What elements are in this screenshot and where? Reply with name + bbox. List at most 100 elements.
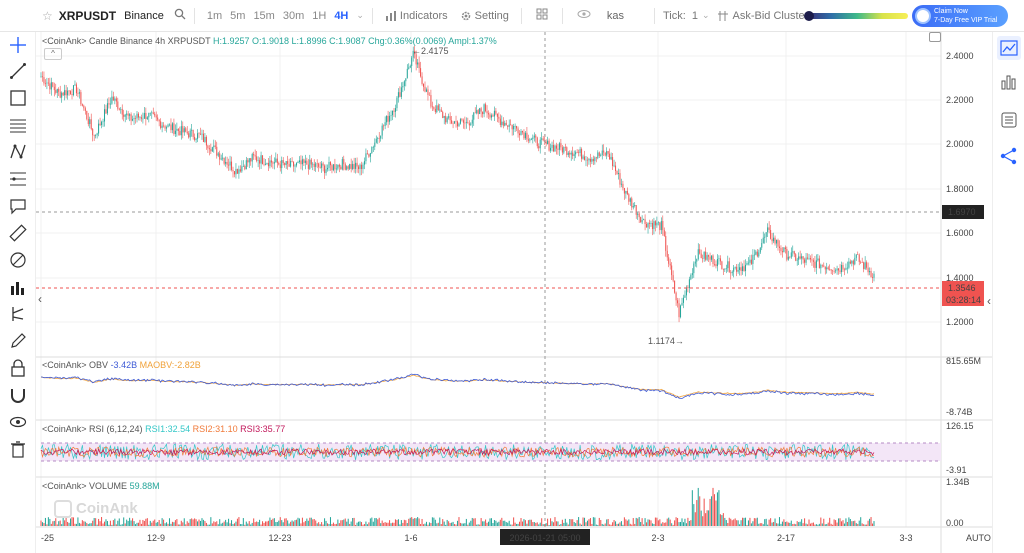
- favorite-star-icon[interactable]: ☆: [42, 8, 53, 23]
- volume-bar: [539, 522, 541, 526]
- ask-bid-cluster-button[interactable]: Ask-Bid Cluster: [717, 10, 808, 22]
- candle-body: [272, 162, 274, 164]
- scroll-left-arrow[interactable]: ‹: [38, 292, 42, 306]
- toolbar-divider: [520, 7, 522, 24]
- lock-icon[interactable]: [9, 359, 27, 377]
- eye-icon[interactable]: [577, 8, 591, 23]
- volume-axis-label: 0.00: [946, 518, 964, 528]
- magnet-icon[interactable]: [9, 386, 27, 404]
- volume-bar: [662, 522, 664, 526]
- tick-value[interactable]: 1: [691, 9, 698, 22]
- crosshair-time-tag: [500, 529, 590, 545]
- ruler-icon[interactable]: [9, 224, 27, 242]
- vip-trial-banner[interactable]: Claim Now 7-Day Free VIP Trial: [912, 5, 1008, 27]
- line-chart-icon[interactable]: [999, 38, 1019, 58]
- trash-icon[interactable]: [9, 440, 27, 458]
- volume-bar: [829, 517, 831, 526]
- avatar: [915, 8, 931, 24]
- magnet-brush-icon[interactable]: [9, 251, 27, 269]
- candle-body: [52, 82, 54, 87]
- theme-color-slider[interactable]: [804, 11, 908, 21]
- volume-bar: [408, 518, 410, 526]
- volume-bar: [256, 521, 258, 526]
- volume-bar: [744, 517, 747, 526]
- volume-bar: [241, 524, 243, 526]
- visibility-eye-icon[interactable]: [9, 413, 27, 431]
- pencil-icon[interactable]: [9, 332, 27, 350]
- scroll-right-arrow[interactable]: ‹: [987, 294, 991, 308]
- volume-bar: [589, 518, 591, 526]
- fib-tool-icon[interactable]: [9, 170, 27, 188]
- bars-icon[interactable]: [999, 72, 1019, 92]
- timeframe-1m[interactable]: 1m: [206, 9, 223, 22]
- candle-body: [832, 270, 834, 272]
- timeframe-5m[interactable]: 5m: [230, 9, 246, 22]
- bar-chart-icon[interactable]: [9, 278, 27, 296]
- candle-body: [334, 164, 336, 170]
- candle-body: [421, 76, 423, 84]
- volume-bar: [762, 524, 764, 526]
- candle-body: [350, 164, 352, 169]
- node-path-icon[interactable]: [9, 143, 27, 161]
- chevron-down-icon[interactable]: ⌄: [701, 10, 710, 20]
- slider-knob[interactable]: [804, 11, 814, 21]
- collapse-legend-button[interactable]: ^: [44, 48, 62, 60]
- volume-bar: [544, 524, 546, 526]
- symbol-name[interactable]: XRPUSDT: [58, 8, 117, 23]
- search-icon[interactable]: [174, 8, 186, 23]
- candle-body: [316, 163, 318, 165]
- fork-icon[interactable]: [9, 305, 27, 323]
- candle-body: [504, 122, 506, 126]
- list-icon[interactable]: [999, 110, 1019, 130]
- volume-bar: [505, 522, 507, 526]
- volume-bar: [535, 522, 537, 526]
- volume-bar: [586, 520, 588, 526]
- timeframe-15m[interactable]: 15m: [253, 9, 275, 22]
- chevron-down-icon[interactable]: ⌄: [356, 10, 364, 20]
- chart-canvas[interactable]: 2.4000 2.2000 2.0000 1.8000 1.6000 1.4000 1.20…: [36, 32, 992, 553]
- volume-bar: [380, 523, 382, 526]
- volume-bar: [64, 520, 66, 526]
- candle-body: [256, 156, 258, 161]
- obv-legend-prefix: <CoinAnk> OBV: [42, 360, 109, 370]
- volume-bar: [635, 517, 637, 526]
- crosshair-price-label: 1.6970: [948, 207, 976, 217]
- candle-body: [471, 119, 473, 124]
- volume-bar: [171, 521, 173, 526]
- chart-area[interactable]: 2.4000 2.2000 2.0000 1.8000 1.6000 1.4000 1.20…: [36, 32, 992, 553]
- volume-bar: [516, 523, 518, 526]
- candle-body: [513, 126, 515, 130]
- candle-body: [411, 57, 413, 67]
- comment-icon[interactable]: [9, 197, 27, 215]
- setting-button[interactable]: Setting: [460, 10, 509, 22]
- volume-bar: [359, 521, 361, 526]
- exchange-name[interactable]: Binance: [124, 9, 164, 22]
- candle-body: [486, 111, 488, 114]
- candle-body: [238, 169, 240, 174]
- volume-bar: [777, 523, 779, 526]
- horizontal-lines-icon[interactable]: [9, 116, 27, 134]
- candle-body: [393, 110, 395, 112]
- timeframe-4h[interactable]: 4H: [334, 9, 349, 22]
- cluster-search-value[interactable]: kas: [606, 9, 624, 22]
- volume-bar: [869, 518, 871, 526]
- candle-body: [362, 164, 364, 170]
- auto-scale-button[interactable]: AUTO: [966, 533, 991, 543]
- rectangle-tool-icon[interactable]: [9, 89, 27, 107]
- volume-bar: [288, 523, 290, 526]
- timeframe-1h[interactable]: 1H: [312, 9, 327, 22]
- crosshair-icon[interactable]: [9, 36, 27, 54]
- layout-grid-icon[interactable]: [536, 8, 548, 23]
- candle-body: [47, 82, 49, 84]
- volume-bar: [733, 519, 735, 526]
- candle-body: [403, 81, 405, 87]
- volume-bar: [796, 521, 798, 526]
- timeframe-30m[interactable]: 30m: [282, 9, 305, 22]
- trend-line-icon[interactable]: [9, 62, 27, 80]
- candle-body: [242, 165, 244, 167]
- share-icon[interactable]: [999, 146, 1019, 166]
- screenshot-icon[interactable]: [929, 32, 941, 42]
- candle-body: [742, 266, 744, 271]
- candle-body: [130, 114, 132, 121]
- indicators-button[interactable]: Indicators: [385, 10, 448, 22]
